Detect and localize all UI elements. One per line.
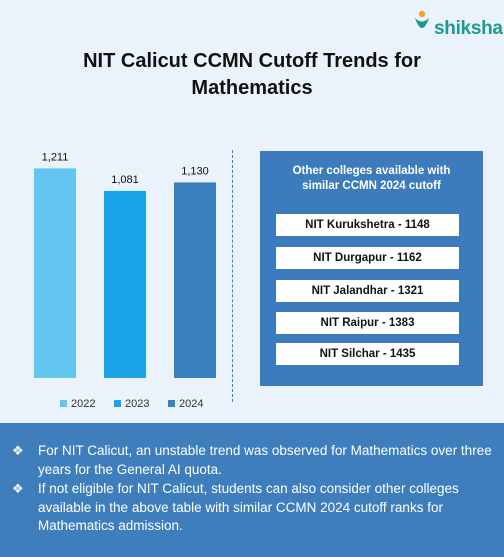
college-item: NIT Durgapur - 1162: [276, 247, 459, 269]
graduate-person-icon: [415, 10, 429, 28]
shiksha-logo: [415, 10, 429, 28]
bar-chart: 1,211 1,081 1,130 2022 2023 2024: [34, 151, 216, 410]
college-item: NIT Raipur - 1383: [276, 312, 459, 334]
data-label-2022: 1,211: [42, 151, 69, 163]
bar-2023: [104, 190, 146, 378]
chart-title: NIT Calicut CCMN Cutoff Trends for Mathe…: [0, 48, 504, 102]
diamond-bullet-icon: ❖: [12, 443, 24, 458]
note-text: For NIT Calicut, an unstable trend was o…: [38, 443, 492, 477]
note-item: ❖ For NIT Calicut, an unstable trend was…: [12, 442, 498, 479]
college-item: NIT Silchar - 1435: [276, 343, 459, 365]
panel-title: Other colleges available with similar CC…: [260, 164, 483, 194]
panel-title-line-2: similar CCMN 2024 cutoff: [302, 180, 441, 192]
legend-label-2023: 2023: [125, 398, 149, 410]
legend-swatch-2024: [168, 400, 175, 407]
legend-swatch-2022: [60, 400, 67, 407]
bars-group: 1,211 1,081 1,130: [34, 151, 216, 378]
title-line-1: NIT Calicut CCMN Cutoff Trends for: [83, 50, 421, 72]
note-text: If not eligible for NIT Calicut, student…: [38, 481, 459, 533]
dashed-divider: [232, 150, 233, 402]
panel-title-line-1: Other colleges available with: [292, 165, 451, 177]
chart-legend: 2022 2023 2024: [60, 398, 203, 410]
legend-label-2024: 2024: [179, 398, 203, 410]
bar-2022: [34, 168, 76, 378]
college-item: NIT Jalandhar - 1321: [276, 280, 459, 302]
bar-2024: [174, 182, 216, 378]
logo-text: shiksha: [434, 18, 503, 39]
note-item: ❖ If not eligible for NIT Calicut, stude…: [12, 480, 498, 536]
college-item: NIT Kurukshetra - 1148: [276, 214, 459, 236]
legend-swatch-2023: [114, 400, 121, 407]
diamond-bullet-icon: ❖: [12, 481, 24, 496]
data-label-2024: 1,130: [181, 165, 209, 177]
title-line-2: Mathematics: [191, 77, 313, 99]
other-colleges-panel: Other colleges available with similar CC…: [260, 151, 483, 386]
data-label-2023: 1,081: [111, 174, 139, 186]
legend-label-2022: 2022: [71, 398, 95, 410]
notes-section: ❖ For NIT Calicut, an unstable trend was…: [0, 423, 504, 557]
